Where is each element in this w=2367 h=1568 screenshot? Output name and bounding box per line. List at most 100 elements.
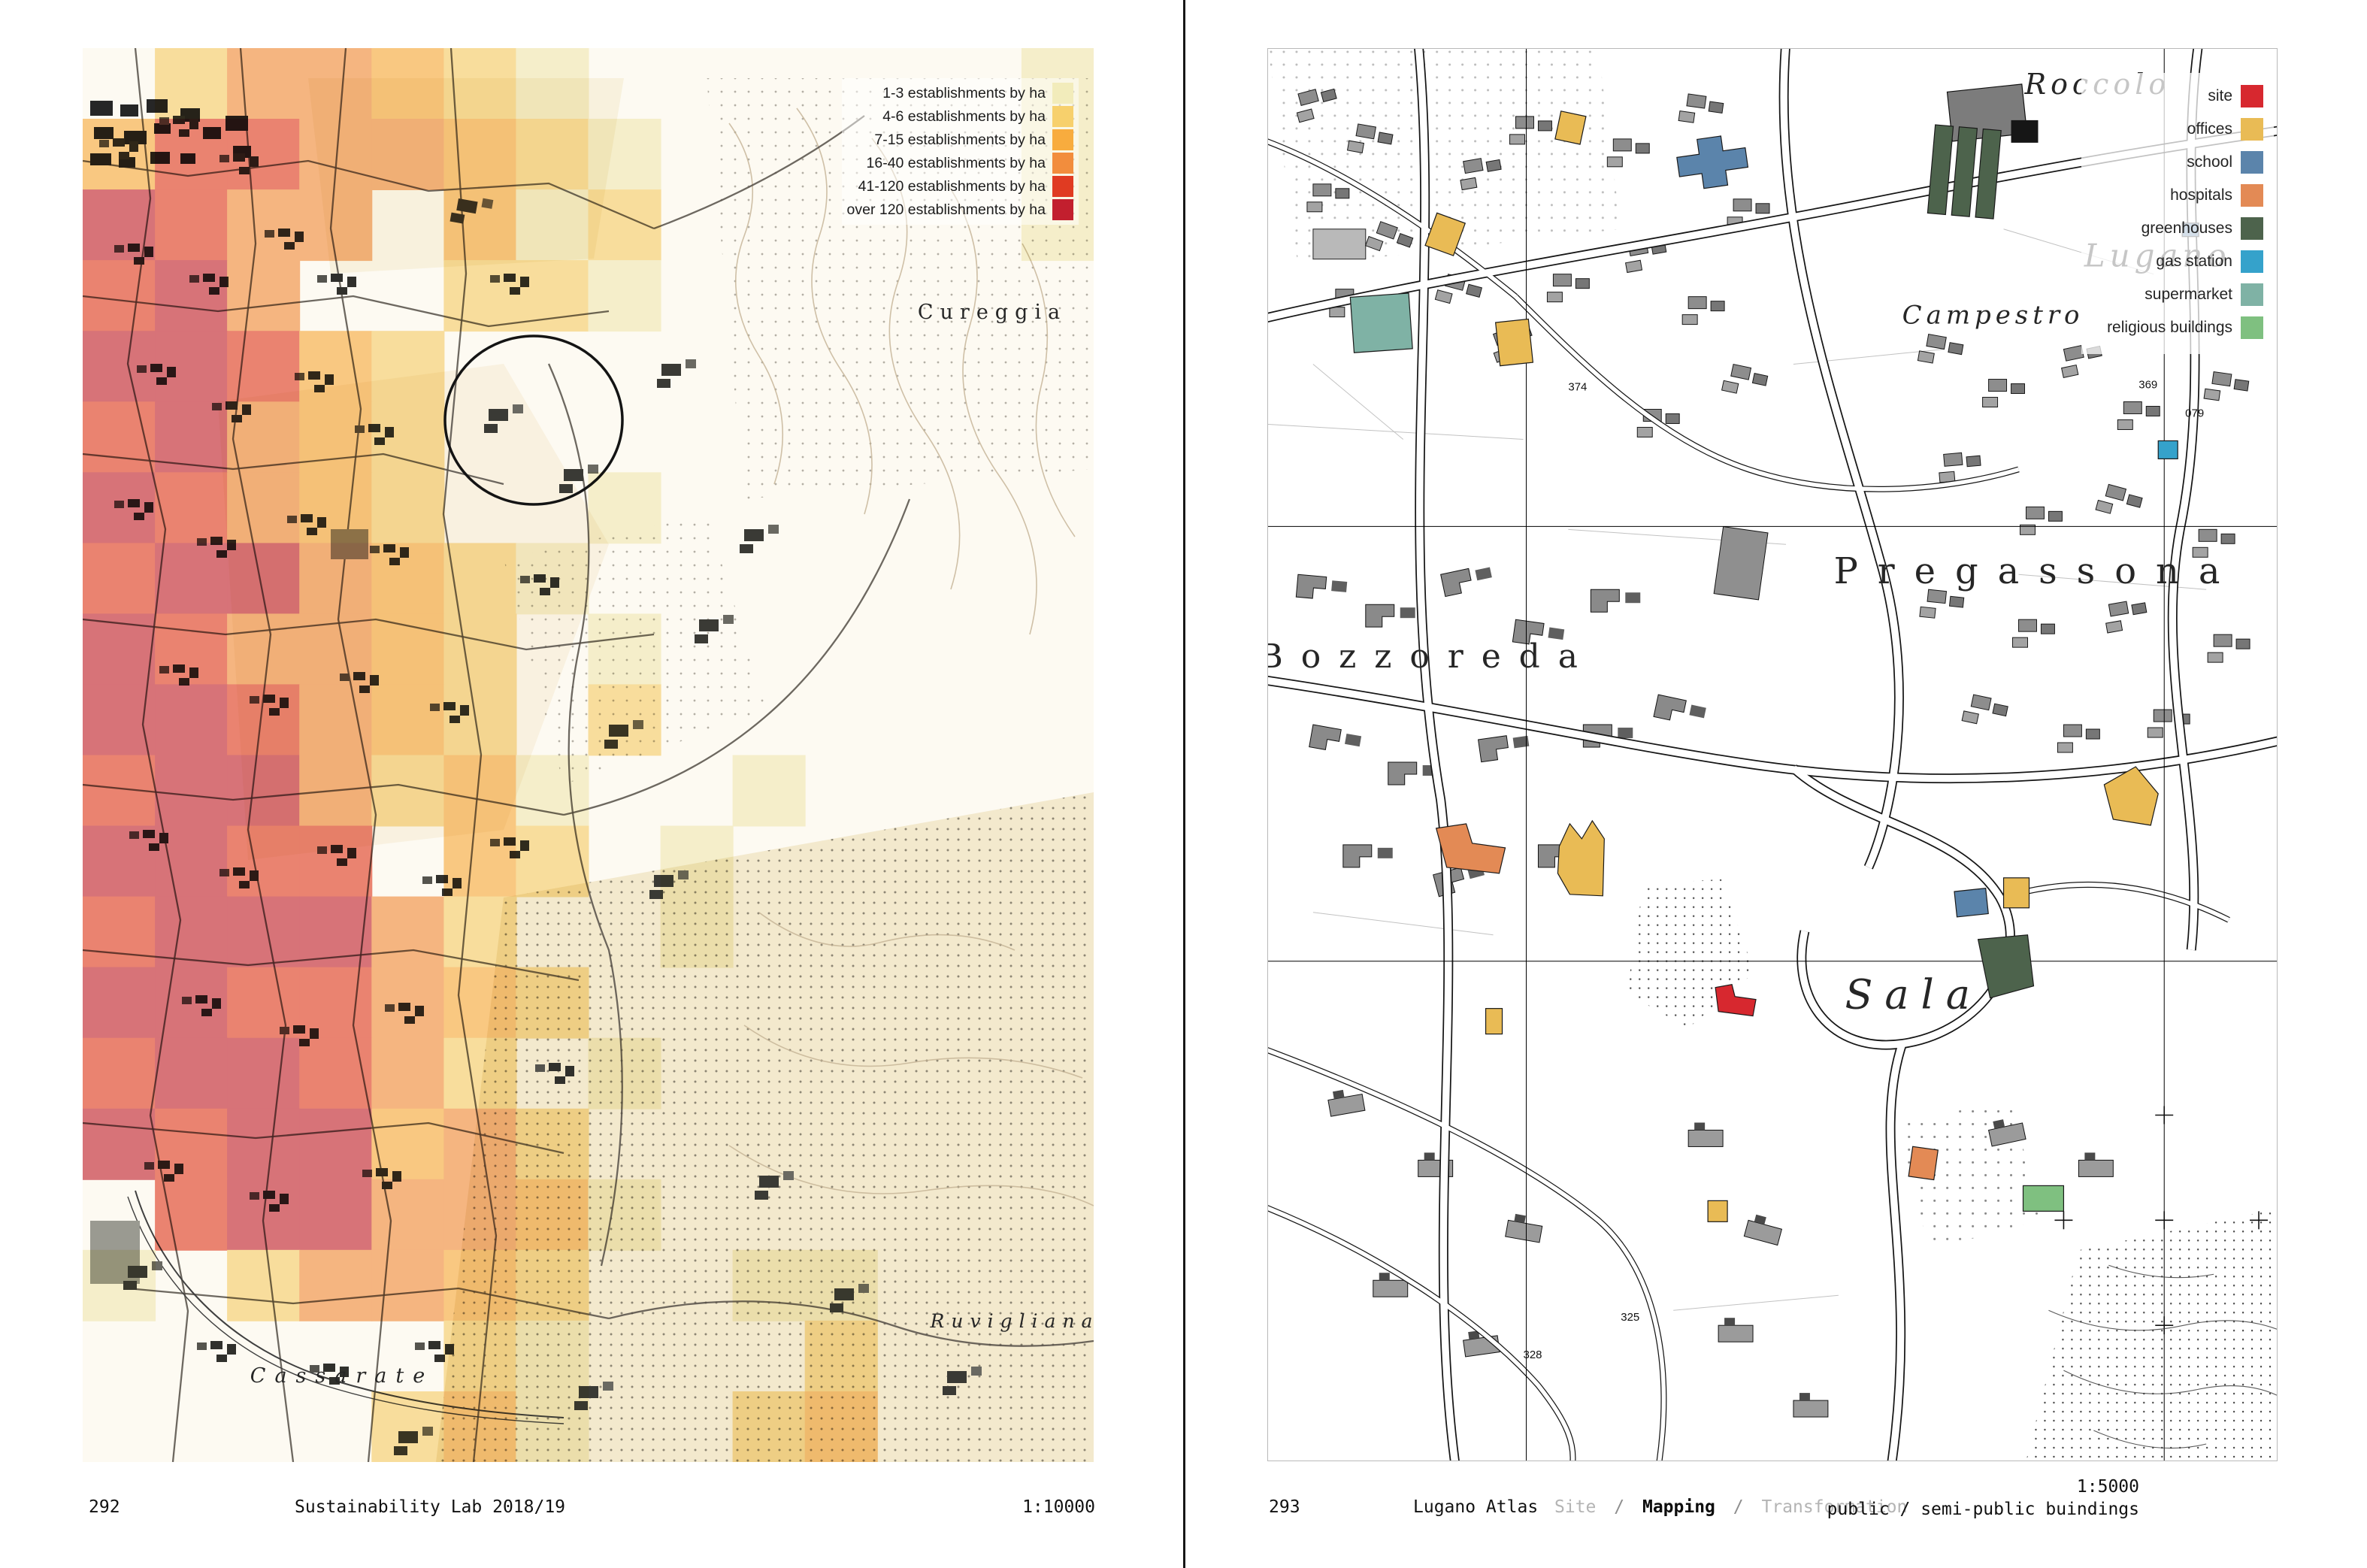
legend-row: gas station — [2092, 250, 2263, 273]
legend-swatch — [1052, 153, 1073, 174]
building-offices — [1554, 110, 1587, 145]
legend-row: supermarket — [2092, 283, 2263, 306]
legend-swatch — [2241, 85, 2263, 107]
footer-title-right: Lugano Atlas — [1413, 1497, 1539, 1517]
hill-contours — [2048, 1264, 2277, 1449]
label-elevation: 325 — [1621, 1311, 1639, 1324]
label-campestro: Campestro — [1902, 301, 2084, 331]
page-number-right: 293 — [1269, 1497, 1300, 1517]
establishment-density-overlay — [83, 48, 1094, 1462]
map-scale-left: 1:10000 — [1022, 1497, 1095, 1517]
building-offices — [2002, 877, 2030, 909]
building-hospital — [1435, 823, 1506, 874]
right-map-legend: site offices school hospitals greenhouse… — [2081, 73, 2274, 354]
label-elevation: 374 — [1568, 381, 1587, 394]
legend-row: religious buildings — [2092, 316, 2263, 339]
legend-swatch — [2241, 217, 2263, 240]
legend-row: hospitals — [2092, 184, 2263, 207]
legend-label: site — [2208, 87, 2232, 104]
label-cassarate: Cassarate — [250, 1364, 434, 1388]
legend-row: school — [2092, 151, 2263, 174]
building-site — [1715, 983, 1757, 1017]
legend-label: 4-6 establishments by ha — [882, 107, 1046, 125]
legend-label: religious buildings — [2107, 319, 2232, 336]
legend-swatch — [1052, 106, 1073, 127]
left-map-canvas: Cureggia Cassarate Ruvigliana — [83, 48, 1094, 1462]
legend-swatch — [2241, 118, 2263, 141]
label-bozzoreda: Bozzoreda — [1268, 637, 1596, 676]
legend-swatch — [2241, 250, 2263, 273]
legend-label: 16-40 establishments by ha — [866, 154, 1046, 171]
building-religious — [2022, 1185, 2065, 1212]
legend-label: 1-3 establishments by ha — [882, 84, 1046, 101]
legend-swatch — [1052, 83, 1073, 104]
legend-swatch — [2241, 151, 2263, 174]
label-elevation: 079 — [2185, 407, 2204, 419]
label-sala: Sala — [1845, 971, 1982, 1019]
legend-swatch — [2241, 316, 2263, 339]
legend-row: 1-3 establishments by ha — [847, 83, 1073, 104]
left-map: Cureggia Cassarate Ruvigliana 1-3 establ… — [83, 48, 1094, 1462]
building-school — [1676, 135, 1749, 189]
breadcrumb-slash: / — [1614, 1497, 1625, 1517]
building-fabric — [1291, 83, 2250, 1418]
legend-swatch — [2241, 283, 2263, 306]
survey-crosses — [2054, 1106, 2269, 1335]
building-offices — [1485, 1008, 1503, 1035]
label-elevation: 369 — [2138, 379, 2157, 392]
legend-row: over 120 establishments by ha — [846, 199, 1073, 220]
legend-label: 41-120 establishments by ha — [858, 177, 1046, 195]
legend-label: offices — [2187, 120, 2232, 138]
building-offices — [1707, 1200, 1728, 1222]
right-map: Roccolo Lugano Campestro Pregassona Bozz… — [1267, 48, 2278, 1461]
building-supermarket — [1349, 292, 1413, 353]
label-cureggia: Cureggia — [918, 301, 1067, 324]
map-scale-right: 1:5000 — [2076, 1477, 2139, 1497]
building-greenhouses — [1977, 934, 2035, 999]
building-offices — [2103, 766, 2159, 826]
legend-label: hospitals — [2170, 186, 2232, 204]
breadcrumb-mapping: Mapping — [1642, 1497, 1715, 1517]
breadcrumb: Site / Mapping / Transformation — [1554, 1497, 1907, 1517]
legend-row: 16-40 establishments by ha — [847, 153, 1073, 174]
legend-row: 4-6 establishments by ha — [847, 106, 1073, 127]
legend-swatch — [1052, 176, 1073, 197]
legend-label: greenhouses — [2141, 219, 2232, 237]
footer-right-block: 1:5000 public / semi-public buindings — [1827, 1476, 2139, 1521]
label-ruvigliana: Ruvigliana — [930, 1310, 1094, 1332]
building-offices — [1494, 318, 1534, 367]
legend-label: gas station — [2156, 253, 2232, 270]
categorized-buildings — [1349, 110, 2199, 1222]
legend-label: supermarket — [2145, 286, 2232, 303]
building-gas-station — [2157, 440, 2178, 460]
legend-swatch — [1052, 199, 1073, 220]
legend-row: greenhouses — [2092, 217, 2263, 240]
site-highlight-circle — [443, 334, 624, 506]
breadcrumb-site: Site — [1554, 1497, 1597, 1517]
footer-title-left: Sustainability Lab 2018/19 — [295, 1497, 566, 1517]
legend-row: 41-120 establishments by ha — [847, 176, 1073, 197]
legend-row: offices — [2092, 118, 2263, 141]
parcel-lines — [1268, 229, 2207, 1311]
legend-label: school — [2187, 153, 2232, 171]
label-elevation: 328 — [1523, 1349, 1542, 1361]
legend-label: over 120 establishments by ha — [846, 201, 1046, 218]
page-divider — [1183, 0, 1185, 1568]
footer-subtitle-right: public / semi-public buindings — [1827, 1500, 2139, 1519]
breadcrumb-transformation: Transformation — [1761, 1497, 1908, 1517]
legend-swatch — [1052, 129, 1073, 150]
building-offices — [1557, 819, 1605, 897]
page-number-left: 292 — [89, 1497, 120, 1517]
legend-row: site — [2092, 85, 2263, 107]
building-offices — [1424, 212, 1467, 256]
building-school — [1954, 888, 1989, 918]
left-map-legend: 1-3 establishments by ha 4-6 establishme… — [841, 78, 1079, 225]
building-hospital — [1908, 1146, 1939, 1181]
label-pregassona: Pregassona — [1834, 551, 2240, 592]
legend-row: 7-15 establishments by ha — [847, 129, 1073, 150]
breadcrumb-slash: / — [1733, 1497, 1744, 1517]
legend-label: 7-15 establishments by ha — [874, 131, 1046, 148]
legend-swatch — [2241, 184, 2263, 207]
orchard-dot-texture — [1268, 49, 2277, 1461]
